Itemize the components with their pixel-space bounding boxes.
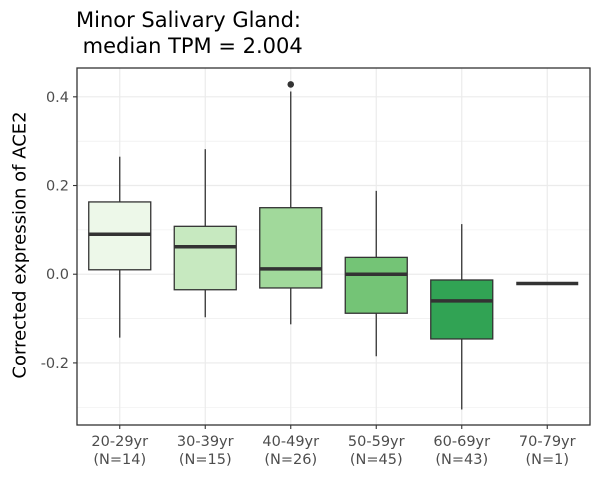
x-tick-count-label: (N=14) <box>93 452 146 468</box>
x-tick-label: 40-49yr <box>262 434 319 450</box>
x-tick-count-label: (N=45) <box>350 452 403 468</box>
y-axis-label: Corrected expression of ACE2 <box>9 111 31 379</box>
plot-panel <box>77 68 590 425</box>
x-tick-count-label: (N=43) <box>435 452 488 468</box>
x-tick-label: 30-39yr <box>177 434 234 450</box>
box-50-59yr <box>344 256 408 314</box>
x-tick-count-label: (N=1) <box>525 452 569 468</box>
box-30-39yr <box>173 225 237 291</box>
box-60-69yr <box>430 279 494 340</box>
x-tick-label: 60-69yr <box>433 434 490 450</box>
y-tick-label: 0.2 <box>46 179 69 195</box>
y-tick-label: -0.2 <box>41 356 69 372</box>
chart-title-line-1: Minor Salivary Gland: <box>76 8 302 32</box>
y-tick-label: 0.4 <box>46 90 69 106</box>
outlier-point <box>287 81 295 88</box>
x-tick-count-label: (N=26) <box>264 452 317 468</box>
y-tick-label: 0.0 <box>46 267 69 283</box>
chart-title-line-2: median TPM = 2.004 <box>76 34 303 58</box>
x-tick-label: 50-59yr <box>348 434 405 450</box>
x-tick-count-label: (N=15) <box>179 452 232 468</box>
x-tick-label: 70-79yr <box>519 434 576 450</box>
plot-border <box>76 67 591 426</box>
box-40-49yr <box>259 207 323 289</box>
x-tick-label: 20-29yr <box>91 434 148 450</box>
